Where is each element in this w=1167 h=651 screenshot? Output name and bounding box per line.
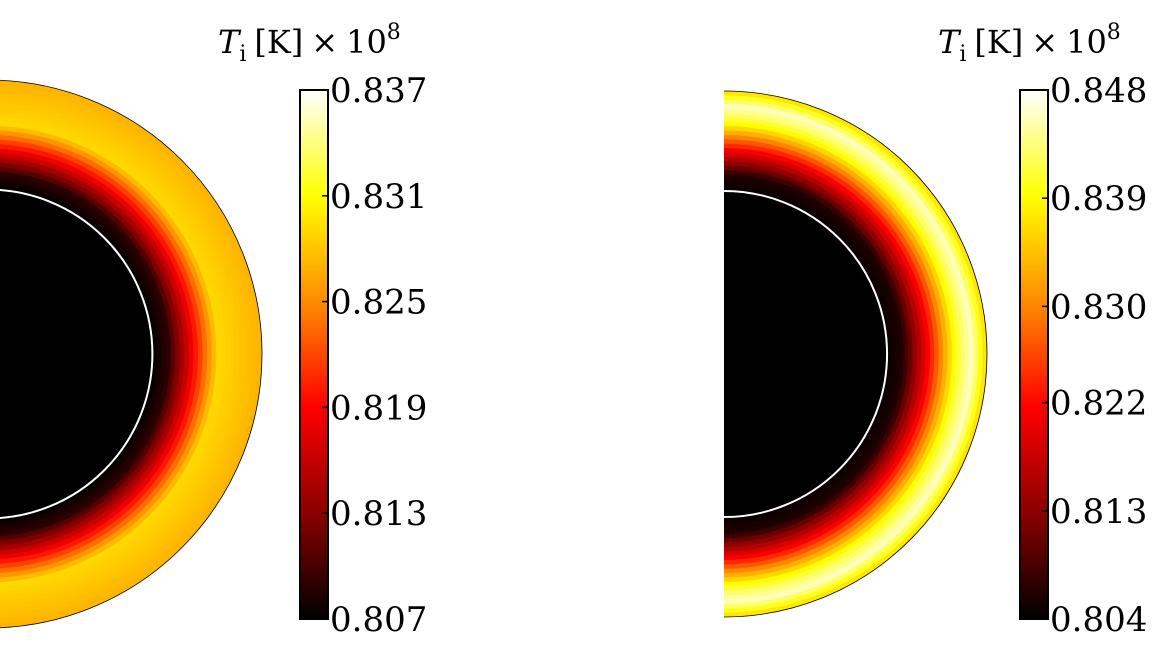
left-colorbar-tick-label: 0.807 xyxy=(330,600,427,640)
left-colorbar-tick-label: 0.831 xyxy=(330,177,427,217)
right-colorbar-tick-label: 0.813 xyxy=(1050,492,1147,532)
right-colorbar-title: Ti [K] × 108 xyxy=(938,20,1121,67)
right-colorbar-ticks: 0.848 0.839 0.830 0.822 0.813 0.804 xyxy=(1042,71,1147,640)
left-inner-boundary-circle xyxy=(0,189,154,519)
right-colorbar-tick-label: 0.822 xyxy=(1050,384,1147,424)
left-colorbar-title: Ti [K] × 108 xyxy=(218,20,401,67)
left-colorbar: 0.837 0.831 0.825 0.819 0.813 0.807 Ti [K] × 108 xyxy=(218,20,427,640)
right-colorbar-tick-label: 0.839 xyxy=(1050,179,1147,219)
left-colorbar-tick-label: 0.813 xyxy=(330,494,427,534)
left-ring xyxy=(0,340,7,368)
left-colorbar-tick-label: 0.837 xyxy=(330,71,427,111)
left-temperature-rings xyxy=(0,80,262,628)
right-temperature-rings xyxy=(724,91,987,617)
left-ring xyxy=(0,347,2,361)
right-ring xyxy=(724,349,729,359)
left-colorbar-ticks: 0.837 0.831 0.825 0.819 0.813 0.807 xyxy=(322,71,427,640)
right-colorbar-tick-label: 0.830 xyxy=(1050,287,1147,327)
right-colorbar: 0.848 0.839 0.830 0.822 0.813 0.804 Ti [K] × 108 xyxy=(938,20,1147,640)
right-inner-boundary-circle xyxy=(723,189,888,519)
left-colorbar-tick-label: 0.825 xyxy=(330,283,427,323)
right-plot-outline xyxy=(723,90,988,618)
left-colorbar-tick-label: 0.819 xyxy=(330,388,427,428)
left-plot xyxy=(0,79,263,629)
right-ring xyxy=(724,345,733,363)
right-plot xyxy=(723,90,988,618)
left-plot-outline xyxy=(0,79,263,629)
left-colorbar-gradient xyxy=(299,89,329,620)
right-colorbar-gradient xyxy=(1019,89,1049,620)
right-colorbar-tick-label: 0.804 xyxy=(1050,600,1147,640)
right-colorbar-tick-label: 0.848 xyxy=(1050,71,1147,111)
